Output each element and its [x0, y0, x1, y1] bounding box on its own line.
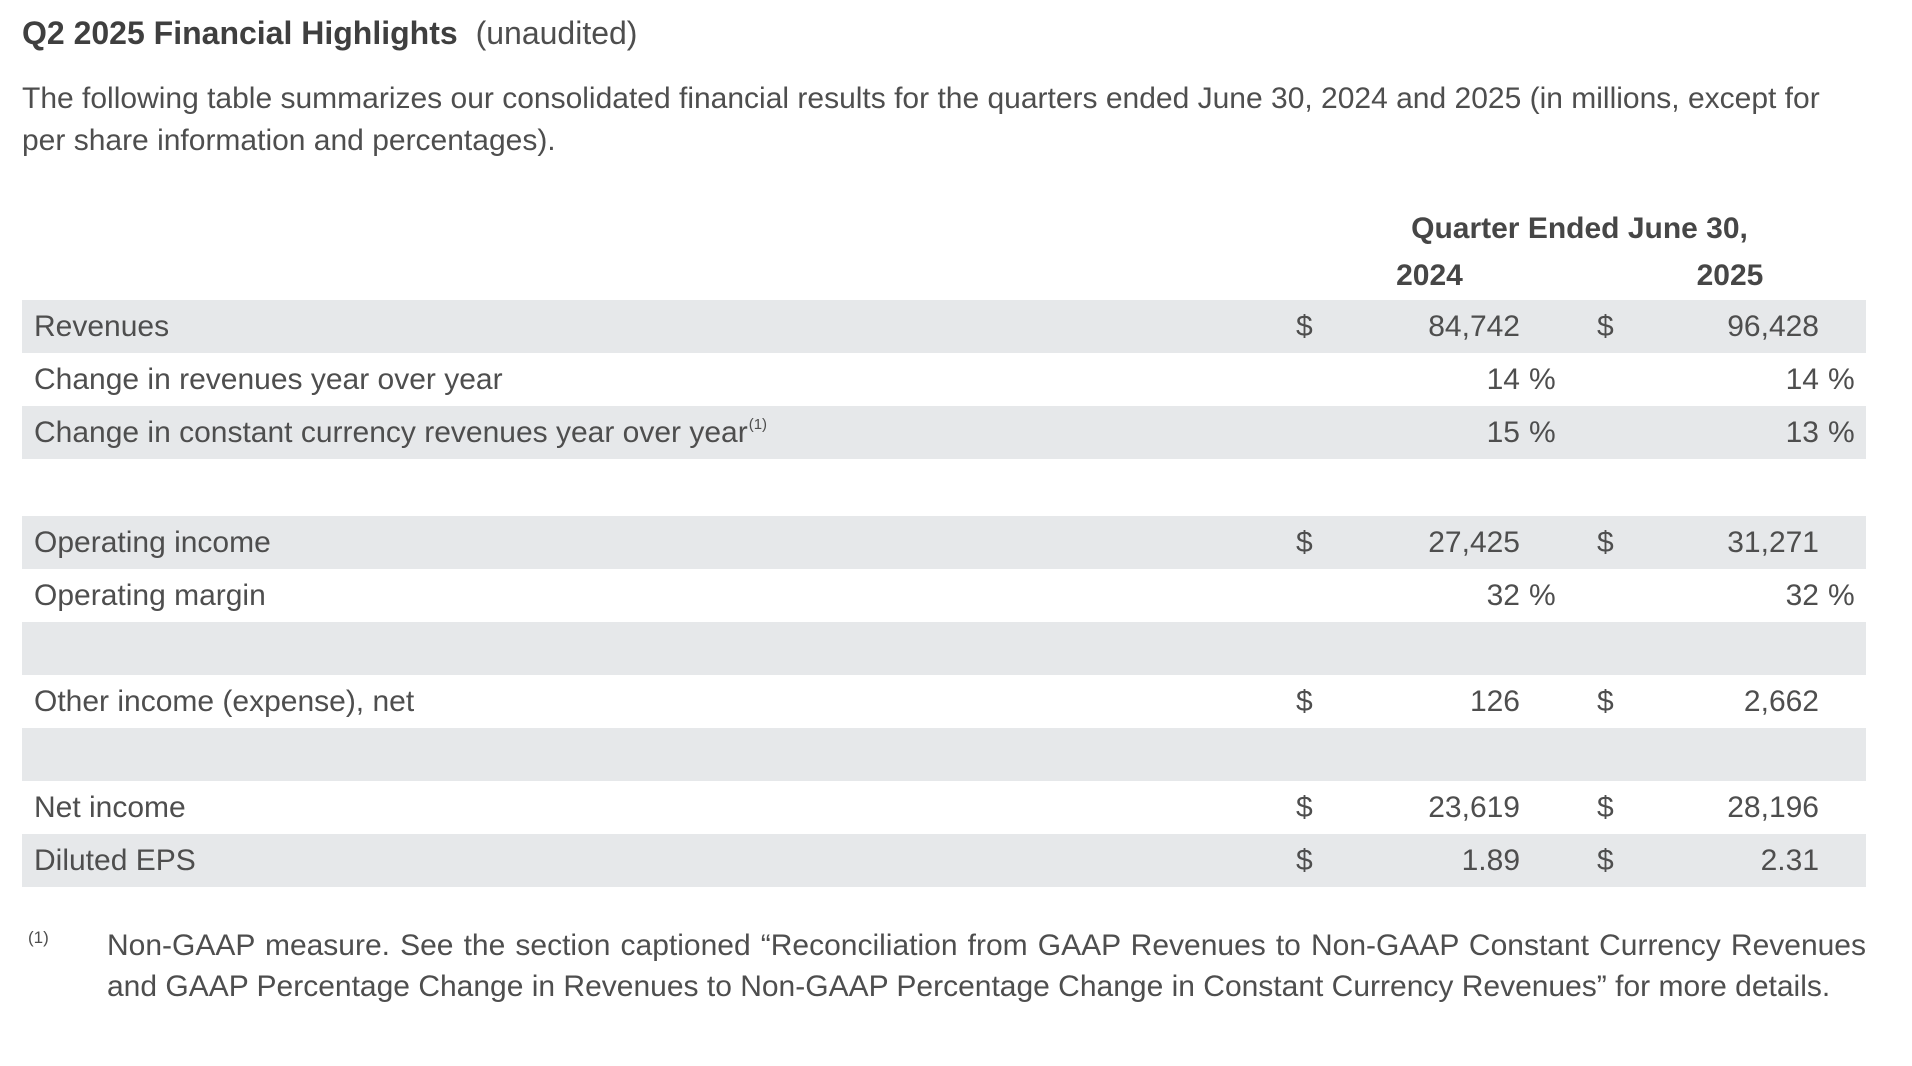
value-2024: 27,425	[1428, 525, 1520, 559]
title-suffix: (unaudited)	[475, 15, 638, 51]
value-2025: 31,271	[1727, 525, 1819, 559]
table-header-group-row: Quarter Ended June 30,	[22, 206, 1866, 252]
row-label: Operating margin	[22, 579, 1293, 613]
value-2025: 28,196	[1727, 790, 1819, 824]
column-header-2024: 2024	[1396, 259, 1463, 292]
footnote: (1) Non-GAAP measure. See the section ca…	[22, 925, 1866, 1007]
percent-sign-2025: %	[1828, 415, 1855, 449]
currency-symbol-2025: $	[1597, 684, 1614, 718]
currency-symbol-2024: $	[1296, 309, 1313, 343]
row-label: Change in constant currency revenues yea…	[22, 416, 1293, 450]
row-label: Revenues	[22, 310, 1293, 344]
currency-symbol-2024: $	[1296, 790, 1313, 824]
row-label-text: Diluted EPS	[34, 843, 196, 877]
row-label: Net income	[22, 791, 1293, 825]
row-label-footnote-ref: (1)	[748, 415, 768, 433]
value-2025: 13	[1785, 415, 1819, 449]
currency-symbol-2025: $	[1597, 525, 1614, 559]
value-2025: 32	[1785, 578, 1819, 612]
currency-symbol-2024: $	[1296, 843, 1313, 877]
currency-symbol-2025: $	[1597, 843, 1614, 877]
row-label: Diluted EPS	[22, 844, 1293, 878]
row-label-text: Other income (expense), net	[34, 684, 415, 718]
column-group-header: Quarter Ended June 30,	[1411, 212, 1748, 245]
column-header-2025: 2025	[1696, 259, 1764, 292]
value-2025: 14	[1785, 362, 1819, 396]
currency-symbol-2024: $	[1296, 525, 1313, 559]
row-label-text: Net income	[34, 790, 186, 824]
value-2025: 96,428	[1727, 309, 1819, 343]
value-2025: 2.31	[1760, 843, 1819, 877]
percent-sign-2024: %	[1529, 415, 1556, 449]
table-row: Diluted EPS $ 1.89 $ 2.31	[22, 834, 1866, 887]
row-label-text: Change in revenues year over year	[34, 362, 503, 396]
table-spacer-row	[22, 728, 1866, 781]
value-2024: 23,619	[1428, 790, 1520, 824]
intro-paragraph: The following table summarizes our conso…	[22, 82, 1820, 157]
value-2024: 15	[1486, 415, 1520, 449]
table-body: Revenues $ 84,742 $ 96,428 Change in rev…	[22, 300, 1866, 887]
row-label: Other income (expense), net	[22, 685, 1293, 719]
value-2024: 14	[1486, 362, 1520, 396]
currency-symbol-2025: $	[1597, 790, 1614, 824]
row-label-text: Change in constant currency revenues yea…	[34, 415, 748, 449]
table-spacer-row	[22, 622, 1866, 675]
percent-sign-2024: %	[1529, 362, 1556, 396]
value-2025: 2,662	[1743, 684, 1819, 718]
footnote-text: Non-GAAP measure. See the section captio…	[107, 929, 1866, 1003]
table-spacer-row	[22, 459, 1866, 516]
table-row: Other income (expense), net $ 126 $ 2,66…	[22, 675, 1866, 728]
value-2024: 84,742	[1428, 309, 1520, 343]
footnote-marker: (1)	[28, 928, 49, 947]
currency-symbol-2025: $	[1597, 309, 1614, 343]
title-text: Q2 2025 Financial Highlights	[22, 15, 458, 51]
table-row: Operating income $ 27,425 $ 31,271	[22, 516, 1866, 569]
page-title: Q2 2025 Financial Highlights (unaudited)	[22, 12, 1866, 54]
value-2024: 126	[1469, 684, 1520, 718]
table-row: Revenues $ 84,742 $ 96,428	[22, 300, 1866, 353]
percent-sign-2025: %	[1828, 362, 1855, 396]
row-label-text: Operating income	[34, 525, 271, 559]
value-2024: 1.89	[1461, 843, 1520, 877]
table-row: Change in constant currency revenues yea…	[22, 406, 1866, 459]
row-label: Change in revenues year over year	[22, 363, 1293, 397]
row-label: Operating income	[22, 526, 1293, 560]
row-label-text: Revenues	[34, 309, 170, 343]
table-row: Change in revenues year over year 14 % 1…	[22, 353, 1866, 406]
financial-table: Quarter Ended June 30, 2024 2025 Revenue…	[22, 206, 1866, 887]
row-label-text: Operating margin	[34, 578, 266, 612]
percent-sign-2025: %	[1828, 578, 1855, 612]
currency-symbol-2024: $	[1296, 684, 1313, 718]
table-row: Net income $ 23,619 $ 28,196	[22, 781, 1866, 834]
table-header-years-row: 2024 2025	[22, 252, 1866, 300]
value-2024: 32	[1486, 578, 1520, 612]
table-row: Operating margin 32 % 32 %	[22, 569, 1866, 622]
percent-sign-2024: %	[1529, 578, 1556, 612]
